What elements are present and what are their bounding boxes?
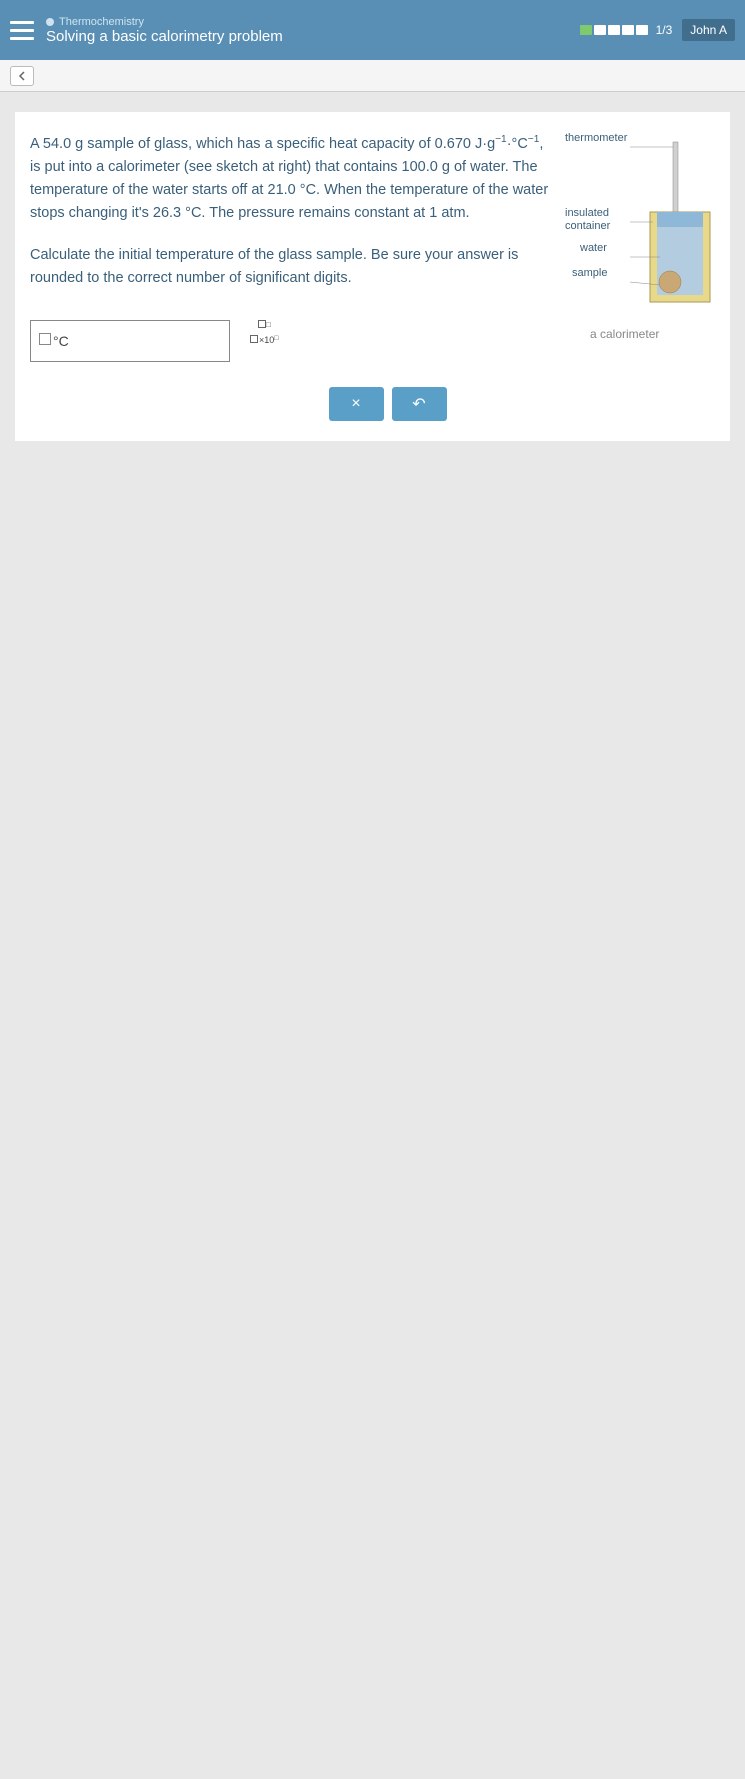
page-title: Solving a basic calorimetry problem [46, 28, 580, 45]
chevron-left-icon [16, 70, 28, 82]
progress-count: 1/3 [656, 23, 673, 37]
action-buttons: × ↶ [60, 387, 715, 421]
times-ten-button[interactable]: ×10□ [250, 335, 279, 345]
calorimeter-svg [625, 137, 715, 327]
problem-paragraph: A 54.0 g sample of glass, which has a sp… [30, 132, 550, 226]
progress-box [594, 25, 606, 35]
header-titles: Thermochemistry Solving a basic calorime… [46, 16, 580, 45]
progress-box [622, 25, 634, 35]
progress-boxes [580, 25, 648, 35]
answer-unit: °C [39, 333, 69, 349]
insulated-label: insulatedcontainer [565, 207, 610, 233]
tool-buttons: □ ×10□ [250, 320, 279, 345]
thermometer-label: thermometer [565, 132, 627, 145]
progress-indicator: 1/3 [580, 23, 673, 37]
reset-button[interactable]: ↶ [392, 387, 447, 421]
back-button[interactable] [10, 66, 34, 86]
clear-button[interactable]: × [329, 387, 384, 421]
superscript-button[interactable]: □ [258, 320, 271, 329]
user-badge[interactable]: John A [682, 19, 735, 41]
progress-box [636, 25, 648, 35]
progress-box [608, 25, 620, 35]
menu-icon[interactable] [10, 18, 34, 42]
sample-label: sample [572, 267, 607, 280]
progress-box [580, 25, 592, 35]
diagram-caption: a calorimeter [590, 327, 659, 341]
content-area: thermometer insulatedcontainer water sam… [15, 112, 730, 441]
instruction-text: Calculate the initial temperature of the… [30, 244, 550, 290]
app-header: Thermochemistry Solving a basic calorime… [0, 0, 745, 60]
nav-bar [0, 60, 745, 92]
water-label: water [580, 242, 607, 255]
category-label: Thermochemistry [46, 16, 580, 28]
answer-input[interactable]: °C [30, 320, 230, 362]
